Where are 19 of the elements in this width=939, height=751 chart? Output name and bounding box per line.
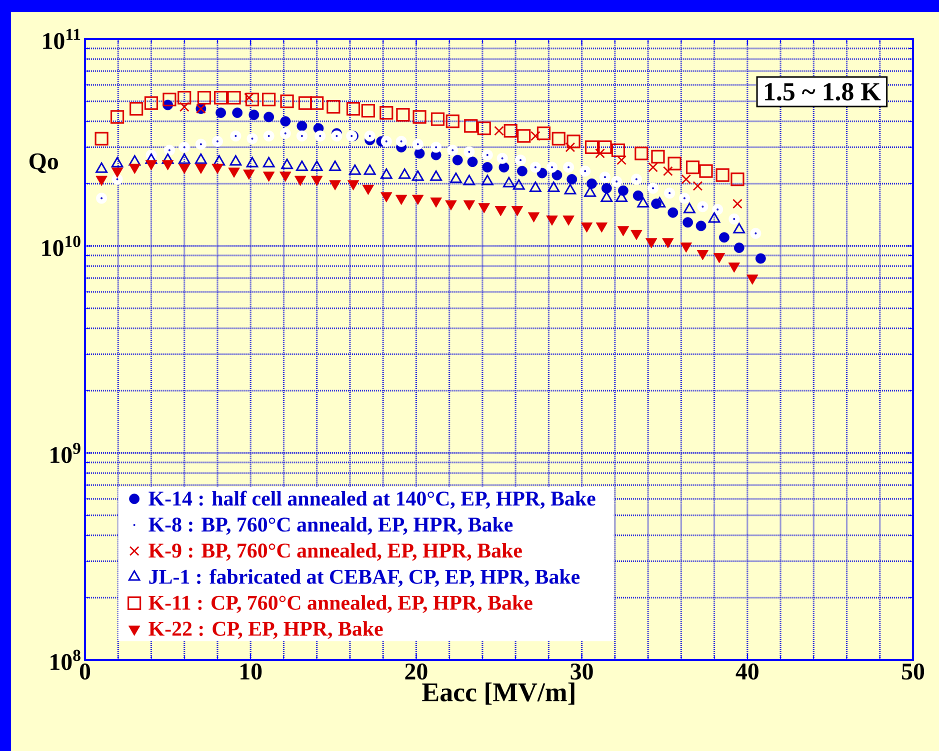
annotation: 1.5 ~ 1.8 K bbox=[765, 82, 881, 101]
y-tick-label: 10$^{8}$ bbox=[50, 650, 80, 670]
legend-label: K-9 : BP, 760°C annealed, EP, HPR, Bake bbox=[148, 542, 522, 561]
legend-label: K-11 : CP, 760°C annealed, EP, HPR, Bake bbox=[148, 595, 532, 613]
x-tick-label: 30 bbox=[570, 663, 593, 680]
x-tick-label: 50 bbox=[902, 663, 924, 680]
x-tick-label: 20 bbox=[405, 663, 428, 680]
x-tick-label: 10 bbox=[240, 663, 262, 680]
y-tick-label: 10$^{11}$ bbox=[43, 28, 80, 50]
x-axis-title: Eacc [MV/m] bbox=[422, 682, 574, 705]
legend-label: K-14 : half cell annealed at 140°C, EP, HPR, Bake bbox=[148, 490, 596, 509]
legend-label: K-22 : CP, EP, HPR, Bake bbox=[148, 621, 383, 639]
x-tick-label: 0 bbox=[80, 663, 90, 680]
y-axis-title: Qo bbox=[29, 153, 58, 174]
legend-label: K-8 : BP, 760°C anneald, EP, HPR, Bake bbox=[148, 516, 513, 535]
legend-label: JL-1 : fabricated at CEBAF, CP, EP, HPR, Bake bbox=[149, 568, 580, 587]
y-tick-label: 10$^{9}$ bbox=[50, 442, 80, 464]
x-tick-label: 40 bbox=[736, 663, 758, 680]
y-tick-label: 10$^{10}$ bbox=[42, 236, 80, 256]
